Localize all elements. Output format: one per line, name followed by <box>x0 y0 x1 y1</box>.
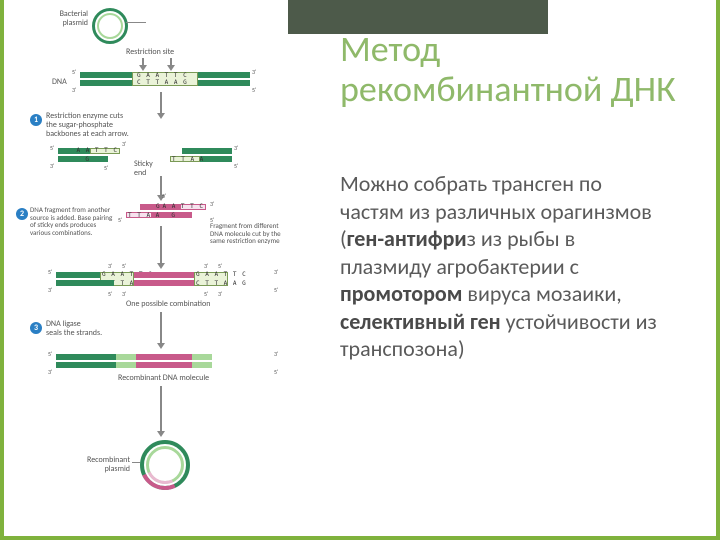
plasmid-inner <box>97 13 123 39</box>
recombinant-molecule <box>56 354 272 368</box>
arrow-step3 <box>160 312 162 344</box>
step-number-1: 1 <box>30 114 42 126</box>
recombinant-dna-diagram: Bacterial plasmid Restriction site DNA G… <box>10 8 310 532</box>
conn-plasmid-lead <box>126 22 146 23</box>
label-step2: DNA fragment from another source is adde… <box>30 206 130 237</box>
bacterial-plasmid-icon <box>92 8 128 44</box>
label-fragment: Fragment from different DNA molecule cut… <box>210 222 281 245</box>
frame-left <box>0 0 4 540</box>
step-number-3: 3 <box>30 322 42 334</box>
label-sticky-end: Sticky end <box>134 160 153 178</box>
body-bold-3: селективный ген <box>340 308 501 335</box>
cut-left: A A T T C G <box>58 148 120 162</box>
arrow-final <box>160 386 162 432</box>
body-bold-1: ген-антифри <box>347 225 467 252</box>
arrow-step2b <box>160 226 162 264</box>
slide-body: Можно собрать трансген по частям из разл… <box>340 170 670 363</box>
frame-bottom <box>0 536 720 540</box>
step-number-2: 2 <box>16 208 28 220</box>
body-bold-2: промотором <box>340 280 462 307</box>
cut-right: T T A A <box>170 148 232 162</box>
label-recombinant-plasmid: Recombinant plasmid <box>50 456 130 474</box>
seq-top: G A A T T C <box>137 72 188 79</box>
label-restriction-site: Restriction site <box>126 48 174 57</box>
label-one-combo: One possible combination <box>126 300 210 309</box>
label-step1: Restriction enzyme cuts the sugar-phosph… <box>46 112 129 138</box>
dna-original: G A A T T C C T T A A G <box>80 72 250 86</box>
slide: Метод рекомбинантной ДНК Можно собрать т… <box>0 0 720 540</box>
recombinant-plasmid-icon <box>140 440 190 490</box>
seq-bot: C T T A A G <box>137 79 188 86</box>
arrow-restriction-2 <box>170 58 172 66</box>
combined-unsealed: G A A T T C C T T A A G G A A T T C C T … <box>56 272 272 286</box>
label-dna: DNA <box>52 78 67 87</box>
pink-fragment: A A T T C T T A A G G <box>126 204 206 218</box>
arrow-step1 <box>160 92 162 114</box>
label-recombinant-molecule: Recombinant DNA molecule <box>118 374 209 383</box>
arrow-restriction-1 <box>142 58 144 66</box>
frame-right <box>716 0 720 540</box>
slide-title: Метод рекомбинантной ДНК <box>340 30 700 109</box>
label-step3: DNA ligase seals the strands. <box>46 320 102 338</box>
body-mid2: вируса мозаики, <box>462 280 621 307</box>
restriction-seq-box: G A A T T C C T T A A G <box>132 72 198 86</box>
label-bacterial-plasmid: Bacterial plasmid <box>46 10 88 28</box>
